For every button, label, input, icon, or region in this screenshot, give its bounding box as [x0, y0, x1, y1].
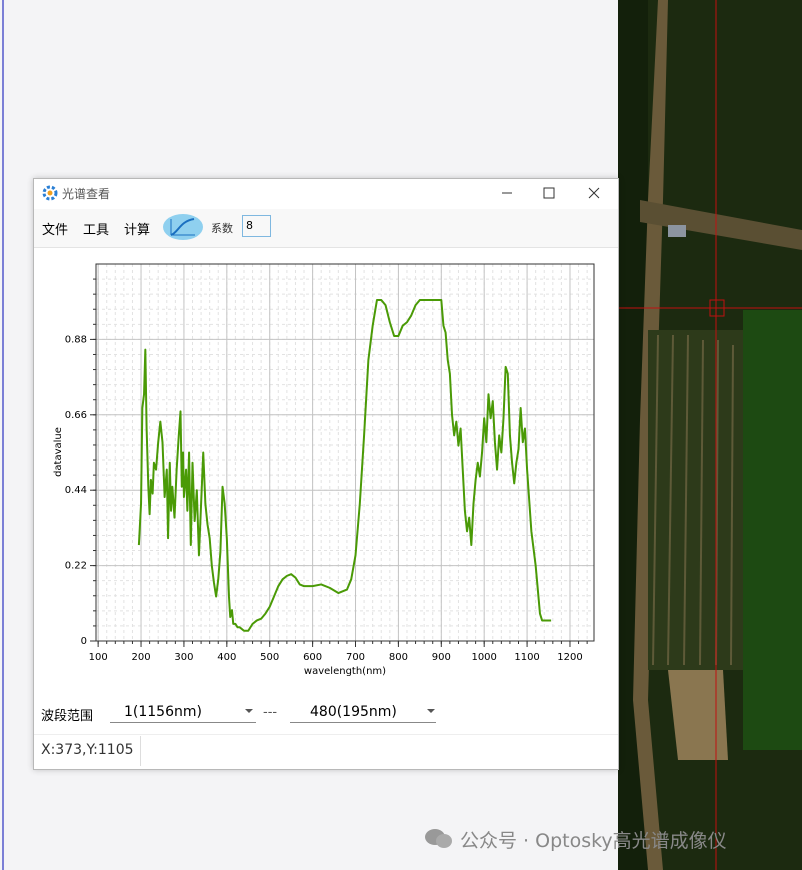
x-tick-label: 200 [131, 652, 150, 663]
y-tick-label: 0.66 [65, 410, 87, 421]
y-tick-label: 0.22 [65, 561, 87, 572]
window-title: 光谱查看 [62, 187, 111, 201]
y-tick-label: 0.44 [65, 485, 87, 496]
coefficient-input[interactable]: 8 [242, 215, 271, 237]
band-end-select[interactable]: 480(195nm) [290, 697, 436, 723]
y-tick-label: 0.88 [65, 334, 87, 345]
chart: datavalue wavelength(nm) 100 200 300 400 500… [53, 263, 595, 677]
watermark-icon [425, 829, 452, 848]
x-tick-label: 700 [346, 652, 365, 663]
x-tick-label: 500 [260, 652, 279, 663]
dropdown-arrow [245, 709, 253, 713]
x-tick-label: 300 [174, 652, 193, 663]
menu-item[interactable]: 工具 [83, 223, 110, 238]
x-tick-label: 900 [432, 652, 451, 663]
menu-item[interactable]: 文件 [42, 223, 69, 238]
x-tick-label: 100 [89, 652, 108, 663]
x-tick-label: 1000 [471, 652, 496, 663]
x-tick-label: 1100 [514, 652, 539, 663]
x-tick-label: 800 [389, 652, 408, 663]
toolbar [34, 209, 618, 248]
desktop-edge [2, 0, 4, 870]
satellite-image [618, 0, 802, 870]
band-range-label: 波段范围 [41, 709, 94, 724]
y-axis-label: datavalue [53, 427, 64, 477]
dropdown-arrow [427, 709, 435, 713]
spectrum-line [137, 298, 552, 632]
curve-button[interactable] [162, 213, 204, 241]
plot-frame [95, 263, 595, 642]
y-tick-label: 0 [81, 636, 87, 647]
spectrum-window: 光谱查看 文件 工具 计算 系数 8 datavalue wavelength(… [33, 178, 619, 770]
window-controls[interactable] [494, 183, 614, 203]
x-tick-label: 600 [303, 652, 322, 663]
x-axis-label: wavelength(nm) [304, 666, 386, 677]
band-start-select[interactable]: 1(1156nm) [110, 697, 256, 723]
status-divider [140, 736, 141, 766]
app-icon [42, 185, 58, 201]
coefficient-label: 系数 [211, 222, 233, 235]
range-separator: --- [263, 705, 278, 720]
x-tick-label: 1200 [557, 652, 582, 663]
divider [34, 734, 618, 735]
x-tick-label: 400 [217, 652, 236, 663]
watermark: 公众号 · Optosky高光谱成像仪 [460, 830, 727, 852]
status-text: X:373,Y:1105 [41, 742, 134, 758]
menu-item[interactable]: 计算 [124, 223, 151, 238]
